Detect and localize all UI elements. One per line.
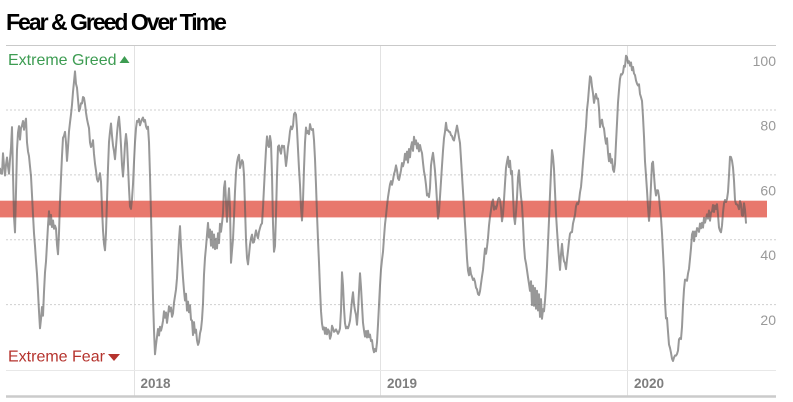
svg-text:20: 20 <box>760 312 776 328</box>
svg-text:Extreme Greed: Extreme Greed <box>8 52 116 69</box>
svg-text:2018: 2018 <box>141 376 172 391</box>
svg-text:80: 80 <box>760 118 776 134</box>
svg-text:Extreme Fear: Extreme Fear <box>8 349 106 366</box>
svg-text:60: 60 <box>760 182 776 198</box>
svg-text:2020: 2020 <box>634 376 664 391</box>
svg-text:100: 100 <box>753 53 777 69</box>
svg-text:40: 40 <box>760 247 776 263</box>
svg-text:2019: 2019 <box>387 376 417 391</box>
